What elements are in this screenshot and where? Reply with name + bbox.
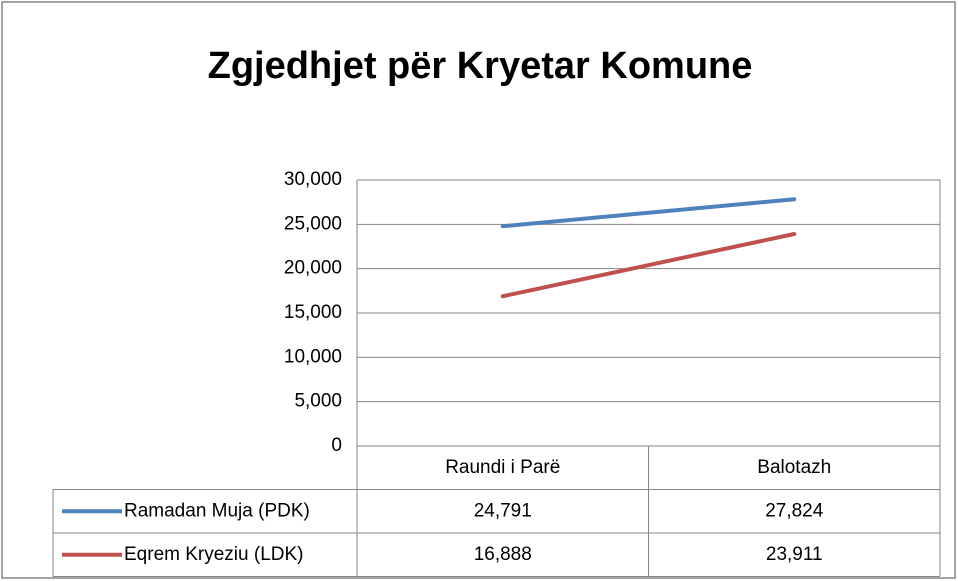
table-value: 24,791 xyxy=(474,500,532,521)
chart-title: Zgjedhjet për Kryetar Komune xyxy=(208,45,753,87)
table-value: 23,911 xyxy=(766,544,823,565)
table-value: 27,824 xyxy=(765,500,824,521)
x-tick-label: Raundi i Parë xyxy=(445,457,560,478)
legend-label: Eqrem Kryeziu (LDK) xyxy=(124,544,304,565)
y-tick-label: 20,000 xyxy=(284,258,342,279)
legend-label: Ramadan Muja (PDK) xyxy=(124,500,310,521)
y-tick-label: 25,000 xyxy=(284,213,342,234)
y-tick-label: 0 xyxy=(331,435,342,456)
y-tick-label: 5,000 xyxy=(294,391,342,412)
y-tick-label: 15,000 xyxy=(284,302,342,323)
x-tick-label: Balotazh xyxy=(757,457,831,478)
series-line xyxy=(500,197,797,229)
y-tick-label: 30,000 xyxy=(284,169,342,190)
table-value: 16,888 xyxy=(474,544,532,565)
series-line xyxy=(500,231,797,299)
y-tick-label: 10,000 xyxy=(284,346,342,367)
